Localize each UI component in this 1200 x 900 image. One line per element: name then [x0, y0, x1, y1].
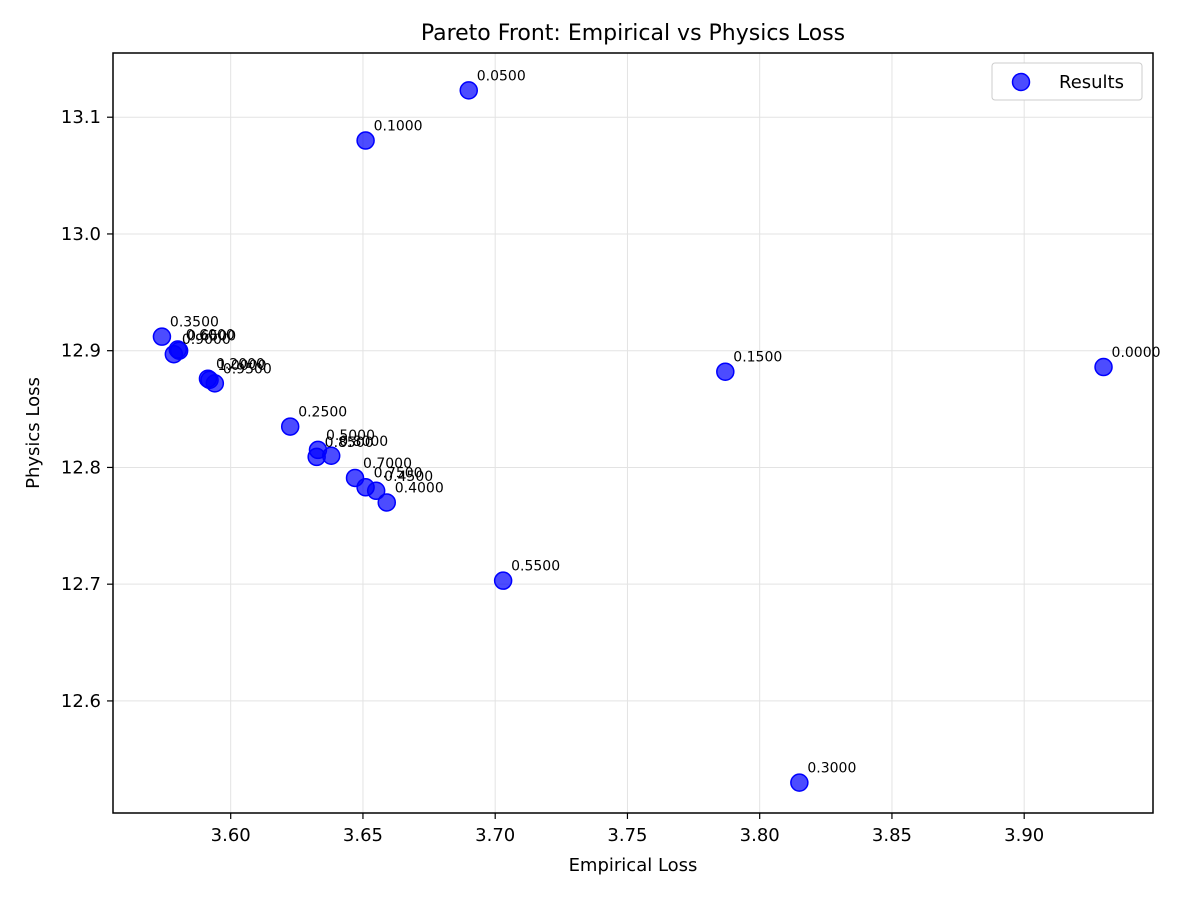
point-label: 0.6500 — [187, 329, 236, 345]
y-tick-label: 13.1 — [61, 107, 101, 128]
point-label: 0.9000 — [182, 332, 231, 348]
point-label: 0.8500 — [325, 435, 374, 451]
data-point — [164, 344, 184, 364]
point-label: 0.4000 — [395, 480, 444, 496]
x-tick-label: 3.90 — [1004, 825, 1044, 846]
point-label: 0.3500 — [170, 315, 219, 331]
point-label: 0.5000 — [326, 428, 375, 444]
y-axis-ticks: 12.6 12.7 12.8 12.9 13.0 13.1 — [61, 107, 113, 712]
x-tick-label: 3.75 — [607, 825, 647, 846]
point-labels: 0.0000 0.0500 0.1000 0.1500 0.2000 0.2500 0.30… — [170, 68, 1161, 776]
point-label: 0.1000 — [374, 119, 423, 135]
data-point — [790, 773, 809, 792]
data-points — [152, 81, 1113, 792]
point-label: 0.8000 — [339, 434, 388, 450]
point-label: 0.2000 — [216, 357, 265, 373]
grid-lines — [113, 53, 1153, 813]
point-label: 1.0000 — [218, 358, 267, 374]
point-label: 0.6000 — [186, 328, 235, 344]
point-label: 0.4500 — [384, 469, 433, 485]
data-point — [1094, 357, 1113, 377]
point-label: 0.7000 — [363, 456, 412, 472]
chart-title: Pareto Front: Empirical vs Physics Loss — [421, 21, 845, 46]
point-label: 0.3000 — [807, 761, 856, 777]
x-tick-label: 3.85 — [872, 825, 912, 846]
point-label: 0.9500 — [223, 361, 272, 377]
y-tick-label: 12.7 — [61, 574, 101, 595]
x-tick-label: 3.65 — [343, 825, 383, 846]
data-point — [152, 327, 172, 346]
data-point — [356, 131, 375, 150]
data-point — [280, 417, 300, 436]
point-label: 0.5500 — [511, 559, 560, 575]
y-tick-label: 13.0 — [61, 224, 101, 245]
data-point — [377, 493, 397, 512]
legend-box — [991, 62, 1143, 101]
x-axis-label: Empirical Loss — [569, 855, 698, 876]
data-point — [493, 571, 513, 590]
y-axis-label: Physics Loss — [23, 377, 44, 489]
data-point — [307, 447, 326, 467]
legend: Results — [991, 62, 1143, 101]
data-point — [356, 478, 375, 497]
data-point — [200, 370, 219, 390]
y-tick-label: 12.8 — [61, 457, 101, 478]
plot-frame — [112, 52, 1154, 814]
point-label: 0.0000 — [1112, 345, 1161, 361]
y-tick-label: 12.9 — [61, 341, 101, 362]
point-label: 0.0500 — [477, 68, 526, 84]
x-axis-ticks: 3.60 3.65 3.70 3.75 3.80 3.85 3.90 — [211, 813, 1044, 846]
point-label: 0.2500 — [298, 405, 347, 421]
x-tick-label: 3.70 — [475, 825, 515, 846]
y-tick-label: 12.6 — [61, 691, 101, 712]
x-tick-label: 3.80 — [740, 825, 780, 846]
x-tick-label: 3.60 — [211, 825, 251, 846]
data-point — [716, 362, 735, 381]
legend-marker — [1011, 72, 1031, 92]
data-point — [459, 81, 478, 100]
point-label: 0.7500 — [374, 465, 423, 481]
legend-entry-results: Results — [1059, 72, 1124, 93]
point-label: 0.1500 — [733, 350, 782, 366]
